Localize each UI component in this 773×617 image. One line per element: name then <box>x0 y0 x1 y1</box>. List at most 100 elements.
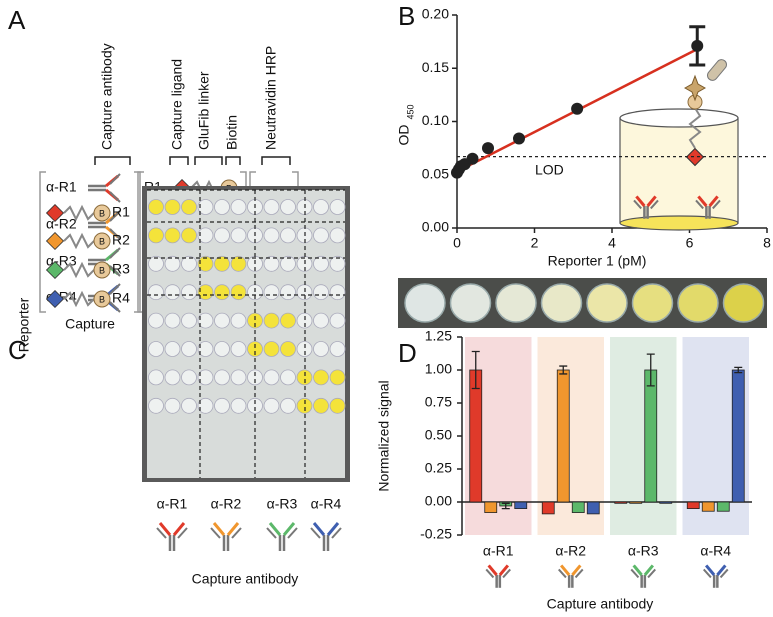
y-tick-label: 0.10 <box>422 112 449 128</box>
antibody-arm <box>643 564 655 576</box>
well <box>148 312 164 329</box>
well <box>164 255 181 272</box>
antibody-arm <box>172 522 186 536</box>
antibody-icon <box>88 210 121 240</box>
well <box>214 284 230 301</box>
well <box>296 369 313 386</box>
column-header: Capture ligand <box>169 59 185 150</box>
bracket <box>94 156 131 165</box>
column-label: α-R1 <box>157 496 188 512</box>
well <box>329 341 346 357</box>
well <box>313 312 329 329</box>
y-tick-label: 0.00 <box>422 219 449 235</box>
bracket <box>169 156 189 165</box>
panel-letter: B <box>398 1 415 31</box>
antibody-arm <box>312 522 326 536</box>
row-label: R3 <box>112 261 130 277</box>
well <box>197 255 214 272</box>
antibody-arm <box>331 527 342 539</box>
y-tick-label: -0.25 <box>420 526 452 542</box>
bar <box>644 369 658 503</box>
column-header: Biotin <box>224 115 240 150</box>
well <box>263 397 280 414</box>
point <box>466 152 479 165</box>
well <box>263 227 280 244</box>
antibody-arm <box>158 522 172 536</box>
bar <box>586 501 600 515</box>
capture-row-label: α-R2 <box>46 216 77 232</box>
column-label: α-R3 <box>267 496 298 512</box>
well <box>230 369 247 386</box>
plate-inner <box>147 190 345 478</box>
well <box>181 199 197 215</box>
bar <box>716 501 730 512</box>
well <box>230 284 247 301</box>
antibody-arm <box>177 527 188 539</box>
well <box>181 312 197 329</box>
well <box>181 397 197 414</box>
biotin <box>93 232 111 250</box>
antibody-arm <box>635 195 646 207</box>
row-label: R2 <box>112 232 130 248</box>
well <box>329 369 346 386</box>
well <box>329 255 346 272</box>
antibody-arm <box>485 568 495 579</box>
antibody-arm <box>266 527 277 539</box>
biotin-mark: B <box>99 208 105 218</box>
bar <box>571 501 585 513</box>
panel-letter: D <box>398 338 417 368</box>
antibody-arm <box>630 568 640 579</box>
x-tick-label: α-R4 <box>700 543 731 559</box>
y-tick-label: 0.15 <box>422 59 449 75</box>
well <box>214 255 230 272</box>
point <box>482 142 494 155</box>
antibody-arm <box>650 199 659 210</box>
antibody-arm <box>287 527 298 539</box>
strip-well <box>495 283 537 323</box>
inset-top <box>619 108 739 128</box>
antibody-arm <box>109 301 121 313</box>
bracket <box>225 156 241 165</box>
x-tick-label: 4 <box>608 235 616 251</box>
column-header: Capture antibody <box>99 43 115 150</box>
well <box>329 397 346 414</box>
well <box>148 397 164 414</box>
antibody-arm <box>719 568 729 579</box>
strip-well <box>540 283 583 323</box>
antibody-arm <box>231 527 242 539</box>
antibody-arm <box>109 228 121 240</box>
x-tick-label: 2 <box>531 235 539 251</box>
axis-label: Reporter <box>16 297 32 352</box>
well <box>164 227 181 244</box>
y-tick-label: 0.05 <box>422 165 449 181</box>
bar <box>556 369 570 503</box>
y-axis-label: Normalized signal <box>376 380 392 491</box>
strip-well <box>404 283 446 323</box>
well <box>148 255 164 272</box>
antibody-arm <box>703 568 712 579</box>
antibody-arm <box>498 564 510 576</box>
error-bar <box>501 502 510 510</box>
inset-ligand <box>685 147 705 167</box>
well <box>263 199 280 215</box>
column-label: α-R4 <box>311 496 342 512</box>
antibody-arm <box>212 522 226 536</box>
well <box>214 341 230 357</box>
biotin-mark: B <box>99 265 105 275</box>
well <box>313 341 329 357</box>
column-header: Neutravidin HRP <box>263 46 279 150</box>
biotin-mark: B <box>99 294 105 304</box>
well <box>214 227 230 244</box>
biotin <box>93 290 111 308</box>
bracket <box>261 156 291 165</box>
biotin <box>93 261 111 279</box>
antibody-arm <box>226 522 240 536</box>
y-axis-label-sub: 450 <box>405 104 415 119</box>
well <box>164 312 181 329</box>
well <box>313 227 329 244</box>
linker <box>63 232 95 250</box>
well <box>247 341 263 357</box>
bar <box>469 369 483 503</box>
antibody-arm <box>559 564 571 576</box>
inset-neutravidin <box>707 59 727 81</box>
